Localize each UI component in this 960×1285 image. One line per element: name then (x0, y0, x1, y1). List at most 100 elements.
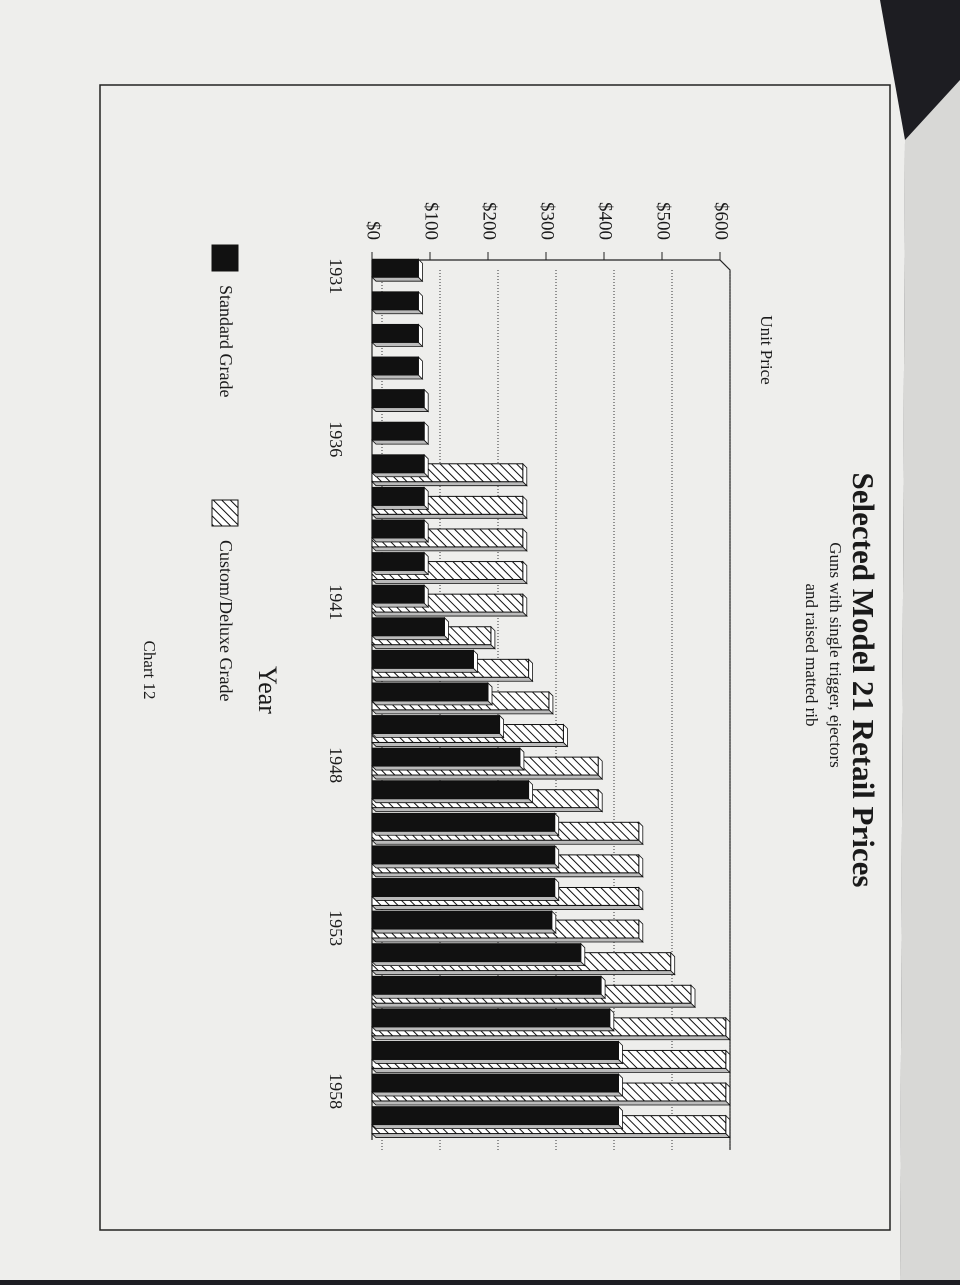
bar (371, 649, 474, 669)
bar-side (371, 341, 424, 347)
bar-side (371, 667, 479, 673)
legend-swatch (211, 499, 239, 527)
y-tick-label: $0 (363, 221, 384, 240)
bar (371, 519, 425, 539)
bar (371, 878, 556, 897)
bar-side (371, 863, 560, 869)
bar-top (618, 1040, 623, 1065)
bar-top (423, 584, 429, 609)
bar-top (548, 690, 554, 715)
bar-side (371, 798, 534, 804)
bar-side (371, 611, 528, 617)
bar-side (371, 1124, 624, 1129)
bar (371, 258, 419, 278)
x-tick-label: 1931 (326, 258, 346, 294)
bar-side (371, 1067, 731, 1073)
bar (371, 910, 553, 930)
y-tick-label: $500 (653, 202, 674, 240)
bar-top (600, 975, 606, 1000)
bar-top (690, 984, 696, 1009)
x-tick-label: 1953 (326, 910, 346, 946)
bar-side (371, 1091, 624, 1097)
bar-side (371, 1100, 731, 1106)
y-tick-label: $400 (595, 202, 616, 240)
bar-side (371, 439, 430, 445)
bar-top (522, 593, 528, 618)
x-tick-label: 1941 (326, 584, 346, 620)
bar (371, 291, 419, 311)
bar-top (638, 919, 644, 943)
bar (371, 715, 501, 734)
bar-side (371, 700, 493, 706)
bar (371, 421, 425, 441)
bar-top (554, 877, 560, 902)
bar-side (371, 635, 450, 641)
bar-side (371, 309, 424, 315)
bar-top (423, 519, 429, 543)
y-tick-label: $200 (479, 202, 500, 240)
bar-top (554, 844, 560, 869)
bar (371, 682, 489, 702)
bar-top (522, 560, 528, 585)
bar-side (371, 644, 496, 650)
bar-side (371, 481, 528, 487)
bar-side (371, 896, 560, 901)
bar-top (562, 723, 568, 748)
bar-side (371, 733, 505, 738)
bar (371, 486, 425, 506)
bar-top (725, 1114, 731, 1139)
bar (371, 812, 556, 832)
bar-top (725, 1049, 731, 1074)
chart: Selected Model 21 Retail Prices Guns wit… (99, 84, 891, 1231)
bar-top (522, 462, 528, 487)
bar-side (371, 579, 528, 584)
bar-side (371, 774, 604, 780)
bar-top (522, 528, 528, 552)
bar-side (371, 807, 604, 813)
subtitle: and raised matted rib (802, 583, 821, 726)
bar-side (371, 1002, 696, 1008)
bar-side (371, 970, 676, 975)
bar-side (371, 504, 430, 510)
bar-side (371, 709, 554, 715)
bar-side (371, 546, 528, 552)
bar-top (417, 356, 423, 380)
bar-side (371, 602, 430, 608)
caption: Chart 12 (140, 640, 159, 699)
bar-side (371, 742, 569, 747)
bar (371, 584, 425, 604)
bar-side (371, 513, 528, 519)
bar (371, 747, 521, 767)
bar-top (528, 779, 534, 804)
bar (371, 845, 556, 865)
bar-top (725, 1082, 731, 1106)
bar-top (670, 951, 676, 976)
bar-top (618, 1105, 623, 1130)
bar (371, 780, 530, 800)
bar-top (423, 453, 429, 478)
bar-top (638, 886, 644, 911)
bar-top (519, 747, 525, 772)
legend-label: Standard Grade (216, 285, 236, 397)
bar (371, 975, 602, 995)
bar-top (444, 616, 449, 641)
bar-side (371, 676, 534, 682)
x-tick-label: 1936 (326, 421, 346, 457)
subtitle: Guns with single trigger, ejectors (826, 542, 845, 767)
legend-swatch (211, 244, 239, 272)
bar-side (371, 830, 560, 836)
bar-side (371, 872, 644, 878)
bar (371, 323, 419, 343)
bar (371, 1040, 619, 1060)
bar-top (554, 812, 560, 837)
bar-top (417, 323, 423, 348)
bar-top (423, 551, 429, 576)
bar-side (371, 937, 644, 943)
bar-top (423, 486, 429, 511)
bar-top (522, 495, 528, 520)
bar-side (371, 276, 424, 282)
bar-side (371, 765, 525, 771)
bar-side (371, 537, 430, 543)
bar-top (609, 1007, 615, 1032)
